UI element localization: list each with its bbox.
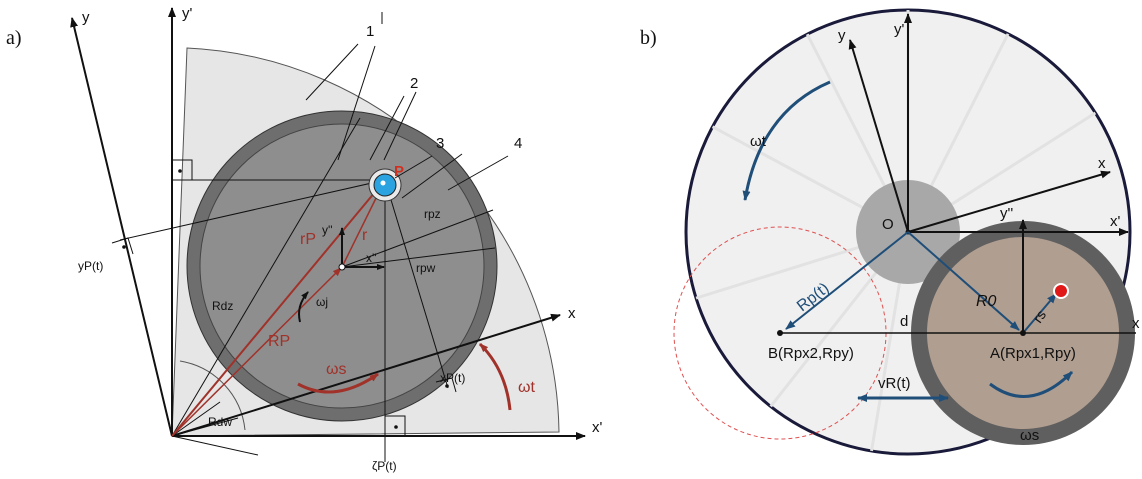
axis-y-dblprime-label: y'' — [322, 223, 333, 237]
axis-b-x — [907, 170, 1111, 233]
axis-x-prime-label: x' — [592, 419, 603, 436]
right-angles — [111, 159, 457, 436]
radius-rP: rP — [300, 231, 316, 248]
panel-b: b) y y' x x' y'' x — [640, 8, 1140, 456]
panel-a: a) y y' x x' — [6, 5, 603, 473]
number-3: 3 — [436, 135, 444, 152]
axis-y-prime-label: y' — [182, 5, 193, 22]
radius-rpz: rpz — [424, 207, 441, 221]
omega-j-label: ωj — [316, 295, 328, 309]
axis-b-y — [848, 39, 909, 233]
axis-b-x-prime-label: x' — [1110, 213, 1121, 230]
axis-x — [171, 313, 561, 437]
vector-rs — [1022, 293, 1057, 334]
axis-x-label: x — [568, 305, 576, 322]
angle-dots — [122, 169, 449, 429]
vector-RP — [171, 185, 381, 437]
omega-t-arrow-b — [742, 80, 831, 201]
coord-xp: xP(t) — [440, 371, 465, 385]
axis-b-y-label: y — [838, 27, 846, 44]
panel-a-label: a) — [6, 27, 22, 49]
point-b-label: B(Rpx2,Rpy) — [768, 345, 854, 362]
number-2: 2 — [410, 75, 418, 92]
point-a-label: A(Rpx1,Rpy) — [990, 345, 1076, 362]
point-p-label: P — [394, 163, 404, 180]
vector-rP — [171, 267, 342, 437]
omega-s-label: ωs — [326, 361, 347, 378]
vr-label: vR(t) — [878, 375, 911, 392]
radius-Rdz: Rdz — [212, 299, 233, 313]
construction-lines — [119, 12, 496, 462]
axis-b-y-dblprime-label: y'' — [1000, 205, 1013, 222]
radius-rpw: rpw — [416, 261, 436, 275]
omega-s-label-b: ωs — [1020, 427, 1039, 444]
axis-b-x-cut-label: x — [1132, 315, 1140, 332]
omega-t-label-b: ωt — [750, 133, 767, 150]
axis-x-dblprime-label: x'' — [366, 251, 377, 265]
omega-t-arrow — [478, 342, 512, 411]
omega-s-arrow — [297, 372, 379, 394]
omega-j-arrow — [298, 291, 309, 323]
vector-Rp — [785, 231, 909, 330]
axis-y-label: y — [82, 9, 90, 26]
d-label: d — [900, 313, 908, 330]
point-red — [1053, 283, 1069, 299]
center-label: O — [882, 216, 894, 233]
radius-RP: RP — [268, 333, 290, 350]
axis-y — [70, 17, 173, 437]
point-p-marker — [368, 168, 402, 202]
vector-r — [341, 187, 382, 268]
axis-b-y-prime-label: y' — [894, 21, 905, 38]
omega-s-arrow-b — [989, 370, 1074, 398]
omega-t-label: ωt — [518, 379, 535, 396]
panel-b-label: b) — [640, 27, 657, 49]
radius-Rdw: Rdw — [208, 415, 232, 429]
number-4: 4 — [514, 135, 522, 152]
coord-yp: yP(t) — [78, 259, 103, 273]
r0-label: R0 — [976, 293, 997, 310]
axis-b-x-label: x — [1098, 155, 1106, 172]
radius-r: r — [362, 227, 368, 244]
number-1: 1 — [366, 23, 374, 40]
vector-R0 — [907, 231, 1020, 331]
coord-zeta: ζP(t) — [372, 459, 397, 473]
